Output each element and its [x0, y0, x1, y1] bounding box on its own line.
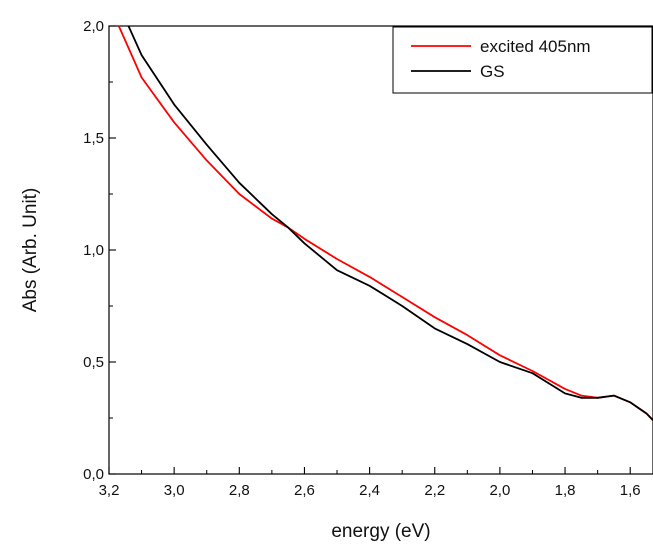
y-tick-label: 1,0 — [83, 242, 104, 259]
x-tick-label: 1,8 — [555, 482, 576, 499]
legend-label-excited: excited 405nm — [480, 37, 591, 56]
x-tick-label: 2,4 — [359, 482, 380, 499]
x-axis-label: energy (eV) — [331, 521, 430, 542]
x-tick-label: 2,6 — [294, 482, 315, 499]
x-tick-label: 1,6 — [620, 482, 641, 499]
y-tick-label: 0,0 — [83, 466, 104, 483]
x-tick-label: 3,2 — [99, 482, 120, 499]
legend-box — [392, 26, 653, 94]
ticks-layer: 3,2 3,0 2,8 2,6 2,4 2,2 2,0 1,8 1,6 0,0 0,5 1,0 1,5 2… — [83, 18, 640, 499]
series-line-gs — [127, 25, 653, 421]
x-tick-label: 3,0 — [164, 482, 185, 499]
y-tick-label: 1,5 — [83, 130, 104, 147]
y-axis-label: Abs (Arb. Unit) — [20, 188, 41, 313]
legend-label-gs: GS — [480, 62, 505, 81]
x-tick-label: 2,2 — [424, 482, 445, 499]
y-tick-label: 2,0 — [83, 18, 104, 35]
legend: excited 405nm GS — [392, 26, 653, 94]
x-tick-label: 2,8 — [229, 482, 250, 499]
y-tick-label: 0,5 — [83, 354, 104, 371]
series-layer — [117, 25, 653, 421]
x-tick-label: 2,0 — [489, 482, 510, 499]
